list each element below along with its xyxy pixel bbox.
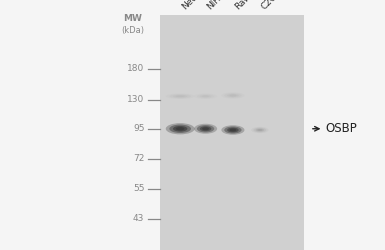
Ellipse shape: [197, 125, 214, 132]
Ellipse shape: [224, 126, 242, 134]
Text: NIH-3T3: NIH-3T3: [206, 0, 238, 11]
Text: (kDa): (kDa): [121, 26, 144, 35]
Ellipse shape: [202, 96, 209, 97]
Ellipse shape: [194, 94, 217, 99]
Ellipse shape: [200, 95, 211, 98]
Ellipse shape: [173, 126, 187, 132]
Text: Raw264.7: Raw264.7: [233, 0, 271, 11]
Ellipse shape: [173, 95, 187, 98]
Ellipse shape: [169, 124, 191, 133]
Text: 72: 72: [133, 154, 144, 163]
Ellipse shape: [229, 94, 236, 96]
Text: C2C12: C2C12: [260, 0, 287, 11]
Text: OSBP: OSBP: [325, 122, 357, 135]
Ellipse shape: [200, 126, 211, 131]
Ellipse shape: [197, 94, 214, 98]
Text: MW: MW: [123, 14, 142, 23]
Text: 95: 95: [133, 124, 144, 133]
Ellipse shape: [176, 127, 184, 130]
Text: 55: 55: [133, 184, 144, 193]
Text: Neuro2A: Neuro2A: [180, 0, 214, 11]
Ellipse shape: [227, 94, 239, 97]
Ellipse shape: [169, 94, 191, 98]
Text: 180: 180: [127, 64, 144, 73]
Ellipse shape: [227, 128, 239, 132]
Ellipse shape: [229, 128, 236, 132]
Ellipse shape: [256, 128, 264, 132]
Ellipse shape: [166, 94, 195, 99]
Ellipse shape: [202, 127, 209, 130]
Ellipse shape: [221, 125, 244, 135]
Ellipse shape: [166, 123, 195, 134]
Ellipse shape: [176, 96, 184, 97]
Bar: [160, 15, 304, 250]
Ellipse shape: [224, 93, 242, 98]
Text: 130: 130: [127, 96, 144, 104]
Ellipse shape: [257, 129, 263, 131]
Ellipse shape: [194, 124, 217, 134]
Ellipse shape: [221, 92, 244, 98]
Ellipse shape: [253, 128, 266, 132]
Text: 43: 43: [133, 214, 144, 223]
